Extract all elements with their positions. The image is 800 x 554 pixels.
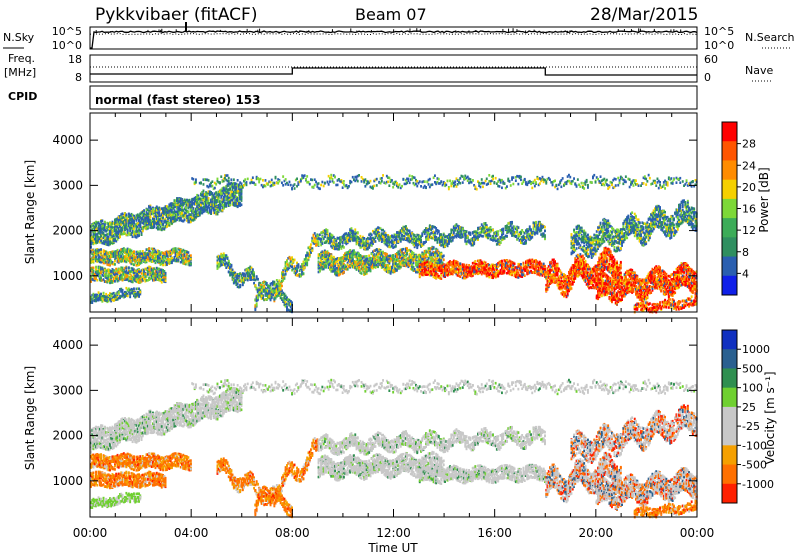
power-cell (187, 210, 189, 213)
power-cell (203, 190, 205, 193)
power-cell (127, 229, 129, 232)
power-cell (125, 223, 127, 226)
power-cell (132, 236, 134, 239)
power-cell (142, 230, 144, 233)
freq-tick-low: 8 (75, 71, 82, 84)
figure-title: Pykkvibaer (fitACF) (95, 5, 257, 25)
nsearch-label: N.Search (745, 31, 795, 44)
power-cell (147, 226, 149, 229)
noise-tick-right-high: 10^5 (704, 25, 734, 38)
nave-tick-high: 60 (704, 53, 718, 66)
cpid-label: CPID (8, 90, 37, 103)
nave-label: Nave (745, 64, 773, 77)
noise-tick-left-high: 10^5 (52, 25, 82, 38)
power-cell (161, 220, 163, 223)
date-label: 28/Mar/2015 (590, 5, 698, 25)
noise-sky-line (90, 31, 697, 48)
power-cell (136, 219, 138, 222)
power-cell (108, 236, 110, 239)
power-data-cells (90, 174, 698, 314)
radar-figure: Pykkvibaer (fitACF) Beam 07 28/Mar/2015 … (0, 0, 800, 554)
nave-tick-low: 0 (704, 71, 711, 84)
noise-search-line (90, 34, 697, 35)
power-cell (141, 233, 143, 236)
power-cell (138, 234, 140, 237)
cpid-panel: normal (fast stereo) 153 CPID (8, 86, 697, 109)
nsky-label: N.Sky (3, 31, 35, 44)
power-cell (192, 207, 194, 210)
power-cell (143, 209, 145, 212)
power-cell (104, 221, 106, 224)
freq-panel: Freq. [MHz] 18 8 60 0 Nave (4, 52, 773, 84)
noise-tick-right-low: 10^0 (704, 39, 734, 52)
freq-line (90, 68, 697, 75)
freq-tick-high: 18 (68, 53, 82, 66)
power-cell (139, 225, 141, 228)
beam-label: Beam 07 (355, 5, 427, 24)
cpid-text: normal (fast stereo) 153 (95, 93, 261, 107)
power-cell (149, 215, 151, 218)
power-cell (104, 223, 106, 226)
freq-label: Freq. (8, 52, 35, 65)
freq-unit: [MHz] (4, 66, 36, 79)
noise-panel: 10^5 10^0 10^5 10^0 N.Sky N.Search (3, 22, 795, 52)
power-cell (133, 227, 135, 230)
power-cell (101, 219, 103, 222)
power-cell (138, 232, 140, 235)
power-cell (95, 225, 97, 228)
power-cell (185, 206, 187, 209)
power-cell (184, 219, 186, 222)
noise-tick-left-low: 10^0 (52, 39, 82, 52)
